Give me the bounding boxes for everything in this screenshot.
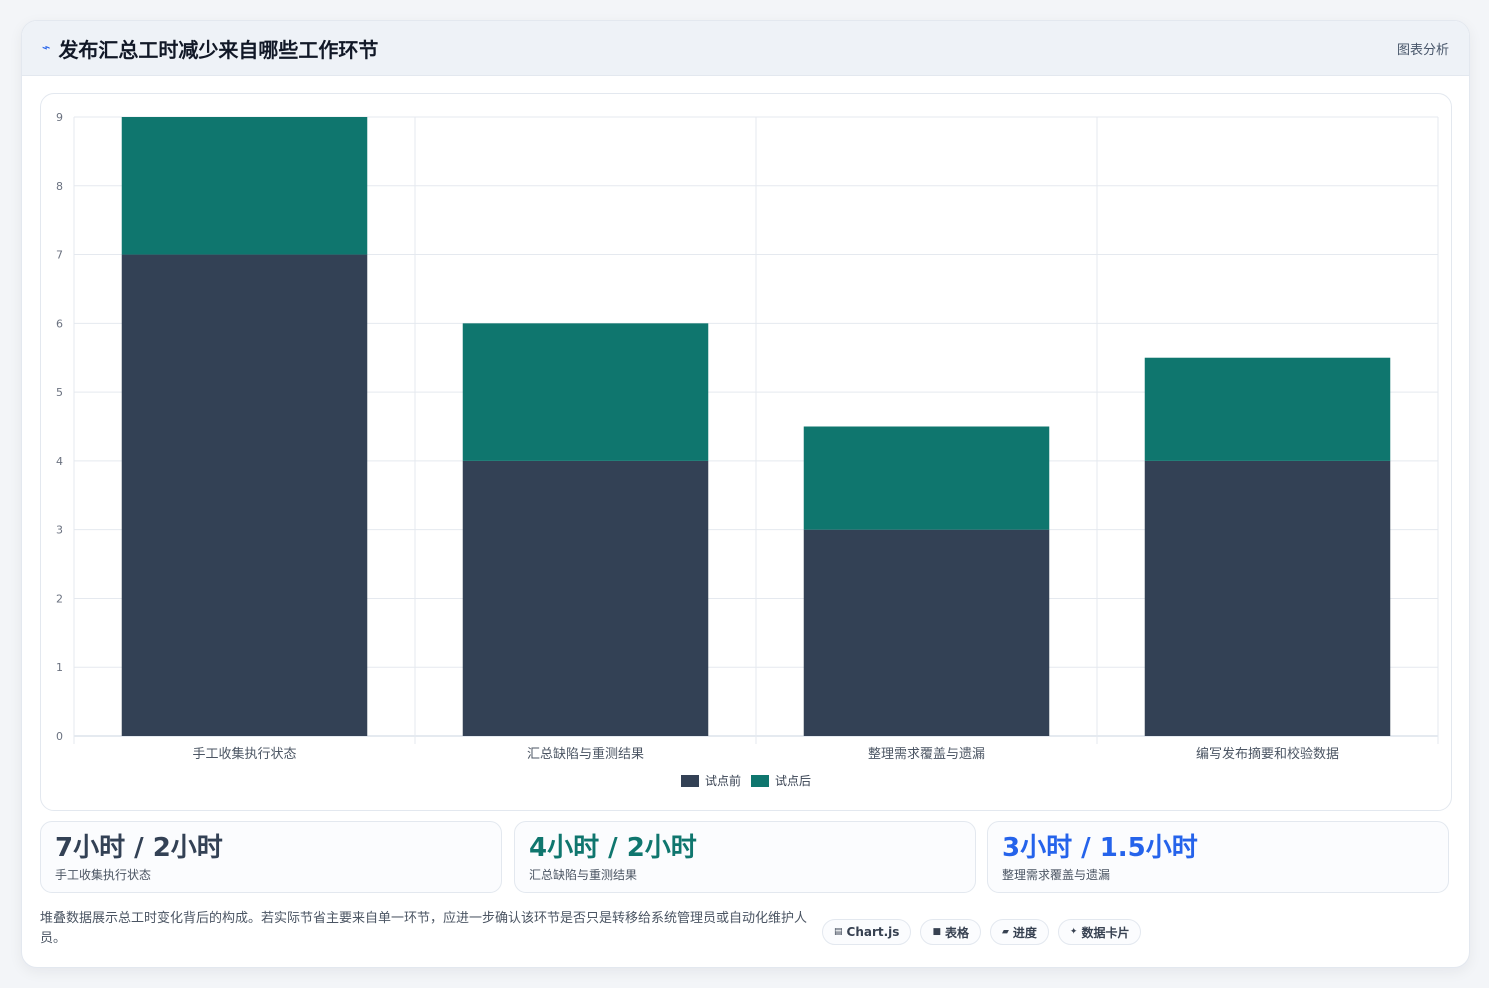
- stat-card-coverage: 3小时 / 1.5小时 整理需求覆盖与遗漏: [987, 821, 1449, 893]
- x-tick-label: 汇总缺陷与重测结果: [527, 746, 644, 762]
- legend-item-before[interactable]: 试点前: [680, 772, 741, 789]
- sparkle-icon: ✦: [1069, 927, 1078, 937]
- page-title: 发布汇总工时减少来自哪些工作环节: [58, 37, 379, 62]
- legend-label-after: 试点后: [775, 774, 812, 788]
- chart-icon: ▤: [834, 927, 843, 937]
- tag-list: ▤ Chart.js ■ 表格 ▰ 进度 ✦ 数据卡片: [822, 919, 1142, 945]
- legend-item-after[interactable]: 试点后: [751, 772, 811, 789]
- y-tick-label: 4: [56, 455, 63, 468]
- legend-swatch-before: [680, 774, 699, 787]
- stat-card-defects: 4小时 / 2小时 汇总缺陷与重测结果: [514, 821, 976, 893]
- tag-progress[interactable]: ▰ 进度: [989, 919, 1049, 945]
- chart-panel: 0 1 2 3 4 5 6 7 8 9 手工收集执行状态 汇总缺陷与重测结果 整理需求覆盖与遗漏 编写发布…: [40, 93, 1452, 811]
- bar-segment: [803, 529, 1050, 736]
- chart-analysis-link[interactable]: 图表分析: [1396, 42, 1449, 58]
- tag-label: Chart.js: [846, 925, 900, 939]
- stat-label: 手工收集执行状态: [55, 868, 152, 882]
- stat-value: 4小时 / 2小时: [529, 833, 697, 863]
- tag-data-card[interactable]: ✦ 数据卡片: [1057, 919, 1142, 945]
- stat-card-manual-status: 7小时 / 2小时 手工收集执行状态: [40, 821, 502, 893]
- tag-label: 表格: [944, 925, 969, 940]
- card-header: ⌁ 发布汇总工时减少来自哪些工作环节 图表分析: [22, 21, 1469, 76]
- tag-table[interactable]: ■ 表格: [920, 919, 981, 945]
- bar-segment: [121, 254, 368, 737]
- legend-label-before: 试点前: [704, 774, 741, 788]
- y-tick-label: 3: [56, 524, 63, 537]
- legend-swatch-after: [751, 774, 769, 787]
- tag-chartjs[interactable]: ▤ Chart.js: [822, 919, 912, 945]
- stat-label: 整理需求覆盖与遗漏: [1002, 868, 1111, 882]
- y-tick-label: 1: [56, 661, 63, 674]
- stat-value: 7小时 / 2小时: [55, 833, 223, 863]
- x-tick-label: 编写发布摘要和校验数据: [1196, 746, 1339, 762]
- stat-value: 3小时 / 1.5小时: [1002, 833, 1198, 863]
- y-tick-label: 8: [56, 180, 63, 193]
- bar-segment: [462, 323, 709, 461]
- y-tick-label: 2: [56, 592, 63, 605]
- tag-label: 数据卡片: [1081, 925, 1130, 940]
- x-tick-label: 手工收集执行状态: [192, 746, 296, 762]
- bar-segment: [1144, 357, 1391, 461]
- y-tick-label: 7: [56, 249, 63, 262]
- progress-icon: ▰: [1001, 927, 1009, 937]
- bar-segment: [1144, 460, 1391, 736]
- y-tick-label: 0: [56, 730, 63, 743]
- y-tick-label: 5: [56, 386, 63, 399]
- chart-card: ⌁ 发布汇总工时减少来自哪些工作环节 图表分析 0 1 2 3 4 5 6 7 8 9 手工收集执行…: [21, 20, 1470, 968]
- stat-label: 汇总缺陷与重测结果: [529, 868, 638, 882]
- y-tick-label: 9: [56, 111, 63, 124]
- bar-segment: [803, 426, 1050, 530]
- footnote: 堆叠数据展示总工时变化背后的构成。若实际节省主要来自单一环节，应进一步确认该环节…: [40, 911, 808, 946]
- y-tick-label: 6: [56, 317, 63, 330]
- x-tick-label: 整理需求覆盖与遗漏: [868, 746, 985, 762]
- tag-label: 进度: [1012, 925, 1037, 940]
- bar-segment: [462, 460, 709, 736]
- stacked-bar-chart: 0 1 2 3 4 5 6 7 8 9 手工收集执行状态 汇总缺陷与重测结果 整理需求覆盖与遗漏 编写发布…: [56, 111, 1439, 762]
- table-icon: ■: [932, 927, 941, 937]
- trend-icon: ⌁: [40, 39, 52, 57]
- chart-legend: 试点前 试点后: [41, 772, 1451, 789]
- bar-segment: [121, 117, 368, 255]
